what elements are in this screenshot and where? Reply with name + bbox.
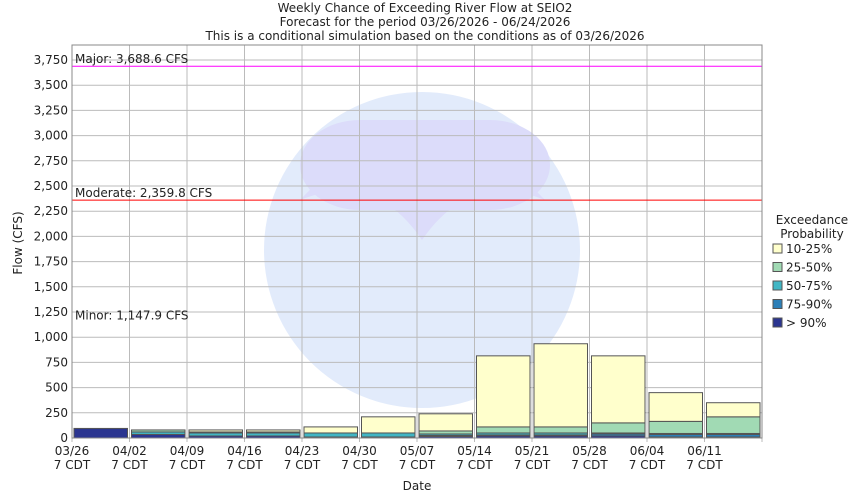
bar-segment xyxy=(246,429,301,433)
y-tick-label: 3,250 xyxy=(34,103,68,117)
legend-label: 75-90% xyxy=(786,298,832,312)
bar-segment xyxy=(303,426,358,434)
y-tick-label: 500 xyxy=(45,381,68,395)
y-tick-label: 250 xyxy=(45,406,68,420)
y-tick-label: 2,500 xyxy=(34,179,68,193)
bar-segment xyxy=(361,416,416,434)
bar-segment xyxy=(591,355,646,424)
y-tick-label: 0 xyxy=(60,431,68,445)
x-tick-label: 04/09 xyxy=(170,444,205,458)
bar-segment xyxy=(476,426,531,434)
x-tick-label: 04/23 xyxy=(285,444,320,458)
legend-swatch xyxy=(772,299,783,309)
x-tick-label: 05/07 xyxy=(400,444,435,458)
x-tick-label: 06/11 xyxy=(687,444,722,458)
x-tick-label: 04/02 xyxy=(112,444,147,458)
legend-swatch xyxy=(772,280,783,291)
x-tick-label: 05/14 xyxy=(457,444,492,458)
bar-segment xyxy=(476,355,531,428)
bar-segment xyxy=(533,426,588,434)
x-tick-sublabel: 7 CDT xyxy=(284,458,321,472)
bar-segment xyxy=(706,402,761,418)
chart-subtitle: Forecast for the period 03/26/2026 - 06/… xyxy=(280,15,571,29)
bar-segment xyxy=(418,413,473,432)
x-tick-sublabel: 7 CDT xyxy=(399,458,436,472)
y-tick-label: 3,000 xyxy=(34,129,68,143)
bar-segment xyxy=(131,429,186,433)
x-tick-label: 05/28 xyxy=(572,444,607,458)
y-tick-label: 1,250 xyxy=(34,305,68,319)
legend-label: 10-25% xyxy=(786,242,832,256)
y-tick-label: 1,000 xyxy=(34,330,68,344)
threshold-label: Moderate: 2,359.8 CFS xyxy=(75,186,212,200)
y-tick-label: 1,750 xyxy=(34,255,68,269)
legend-swatch xyxy=(772,262,783,272)
bar-segment xyxy=(73,427,128,439)
legend-title-2: Probability xyxy=(780,227,843,241)
bar-segment xyxy=(533,343,588,428)
x-tick-label: 05/21 xyxy=(515,444,550,458)
y-tick-label: 2,250 xyxy=(34,204,68,218)
x-tick-sublabel: 7 CDT xyxy=(54,458,91,472)
threshold-label: Major: 3,688.6 CFS xyxy=(75,52,188,66)
y-axis-label: Flow (CFS) xyxy=(11,211,25,274)
y-tick-label: 1,500 xyxy=(34,280,68,294)
bar-segment xyxy=(648,392,703,422)
chart-subtitle-2: This is a conditional simulation based o… xyxy=(204,29,644,43)
x-axis-label: Date xyxy=(403,479,432,493)
bar-segment xyxy=(361,432,416,438)
y-tick-label: 750 xyxy=(45,355,68,369)
legend-swatch xyxy=(772,317,783,328)
bar-segment xyxy=(303,432,358,438)
y-tick-label: 2,000 xyxy=(34,229,68,243)
bar-segment xyxy=(188,429,243,433)
x-tick-label: 03/26 xyxy=(55,444,90,458)
x-tick-sublabel: 7 CDT xyxy=(629,458,666,472)
x-tick-sublabel: 7 CDT xyxy=(341,458,378,472)
legend-swatch xyxy=(772,243,783,254)
plot-frame xyxy=(71,44,763,439)
noaa-watermark xyxy=(264,92,580,408)
bar-segment xyxy=(648,420,703,434)
bar-segment xyxy=(706,416,761,434)
bar-segment xyxy=(131,433,186,439)
x-tick-label: 04/16 xyxy=(227,444,262,458)
legend-title: Exceedance xyxy=(776,213,848,227)
y-tick-label: 3,750 xyxy=(34,53,68,67)
legend-label: > 90% xyxy=(786,316,827,330)
x-tick-sublabel: 7 CDT xyxy=(169,458,206,472)
threshold-label: Minor: 1,147.9 CFS xyxy=(75,308,189,322)
x-tick-sublabel: 7 CDT xyxy=(686,458,723,472)
legend-label: 50-75% xyxy=(786,279,832,293)
y-tick-label: 2,750 xyxy=(34,154,68,168)
y-tick-label: 3,500 xyxy=(34,78,68,92)
x-tick-label: 06/04 xyxy=(630,444,665,458)
bar-segment xyxy=(591,422,646,434)
chart-title: Weekly Chance of Exceeding River Flow at… xyxy=(278,1,573,15)
x-tick-sublabel: 7 CDT xyxy=(514,458,551,472)
legend-label: 25-50% xyxy=(786,261,832,275)
x-tick-label: 04/30 xyxy=(342,444,377,458)
x-tick-sublabel: 7 CDT xyxy=(226,458,263,472)
x-tick-sublabel: 7 CDT xyxy=(571,458,608,472)
x-tick-sublabel: 7 CDT xyxy=(111,458,148,472)
x-tick-sublabel: 7 CDT xyxy=(456,458,493,472)
